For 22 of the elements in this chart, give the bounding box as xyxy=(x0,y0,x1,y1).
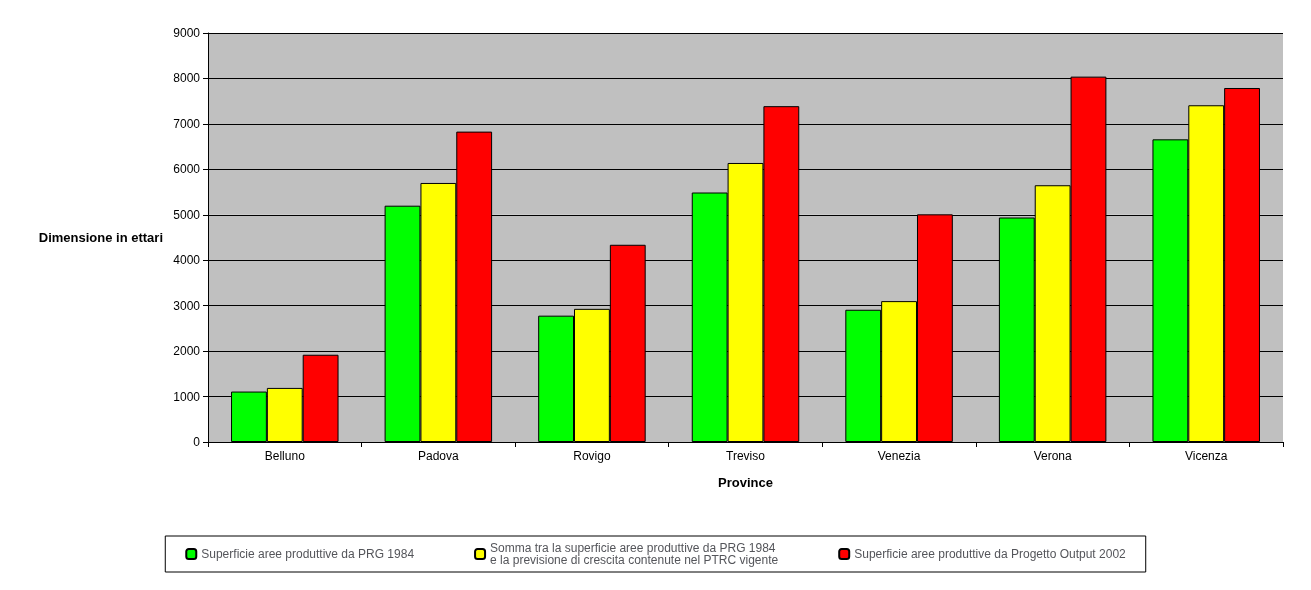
x-tick-label: Vicenza xyxy=(1184,449,1228,463)
x-axis-title: Province xyxy=(718,475,773,490)
y-tick-label: 4000 xyxy=(173,253,201,268)
y-tick-label: 9000 xyxy=(173,26,201,40)
y-axis-title: Dimensione in ettari xyxy=(38,230,163,245)
y-tick-label: 7000 xyxy=(173,116,201,131)
x-tick-label: Treviso xyxy=(726,449,766,463)
legend-label: Superficie aree produttive da PRG 1984 xyxy=(201,547,415,561)
x-tick-label: Rovigo xyxy=(573,449,611,463)
y-tick-label: 8000 xyxy=(173,71,201,86)
y-tick-label: 6000 xyxy=(173,162,201,177)
y-tick-label: 2000 xyxy=(173,344,201,359)
y-tick-label: 5000 xyxy=(173,207,201,222)
x-tick-label: Belluno xyxy=(264,449,306,463)
legend-label: Somma tra la superficie aree produttive da PRG 1984 e la previsione di crescita contenute nel PTRC vigente xyxy=(490,541,779,567)
y-tick-label: 1000 xyxy=(173,389,201,404)
x-tick-label: Verona xyxy=(1033,449,1072,463)
x-tick-label: Padova xyxy=(418,449,460,463)
legend-label: Superficie aree produttive da Progetto Output 2002 xyxy=(854,547,1127,561)
x-tick-label: Venezia xyxy=(877,449,921,463)
y-tick-label: 3000 xyxy=(173,298,201,313)
y-tick-label: 0 xyxy=(193,435,201,449)
